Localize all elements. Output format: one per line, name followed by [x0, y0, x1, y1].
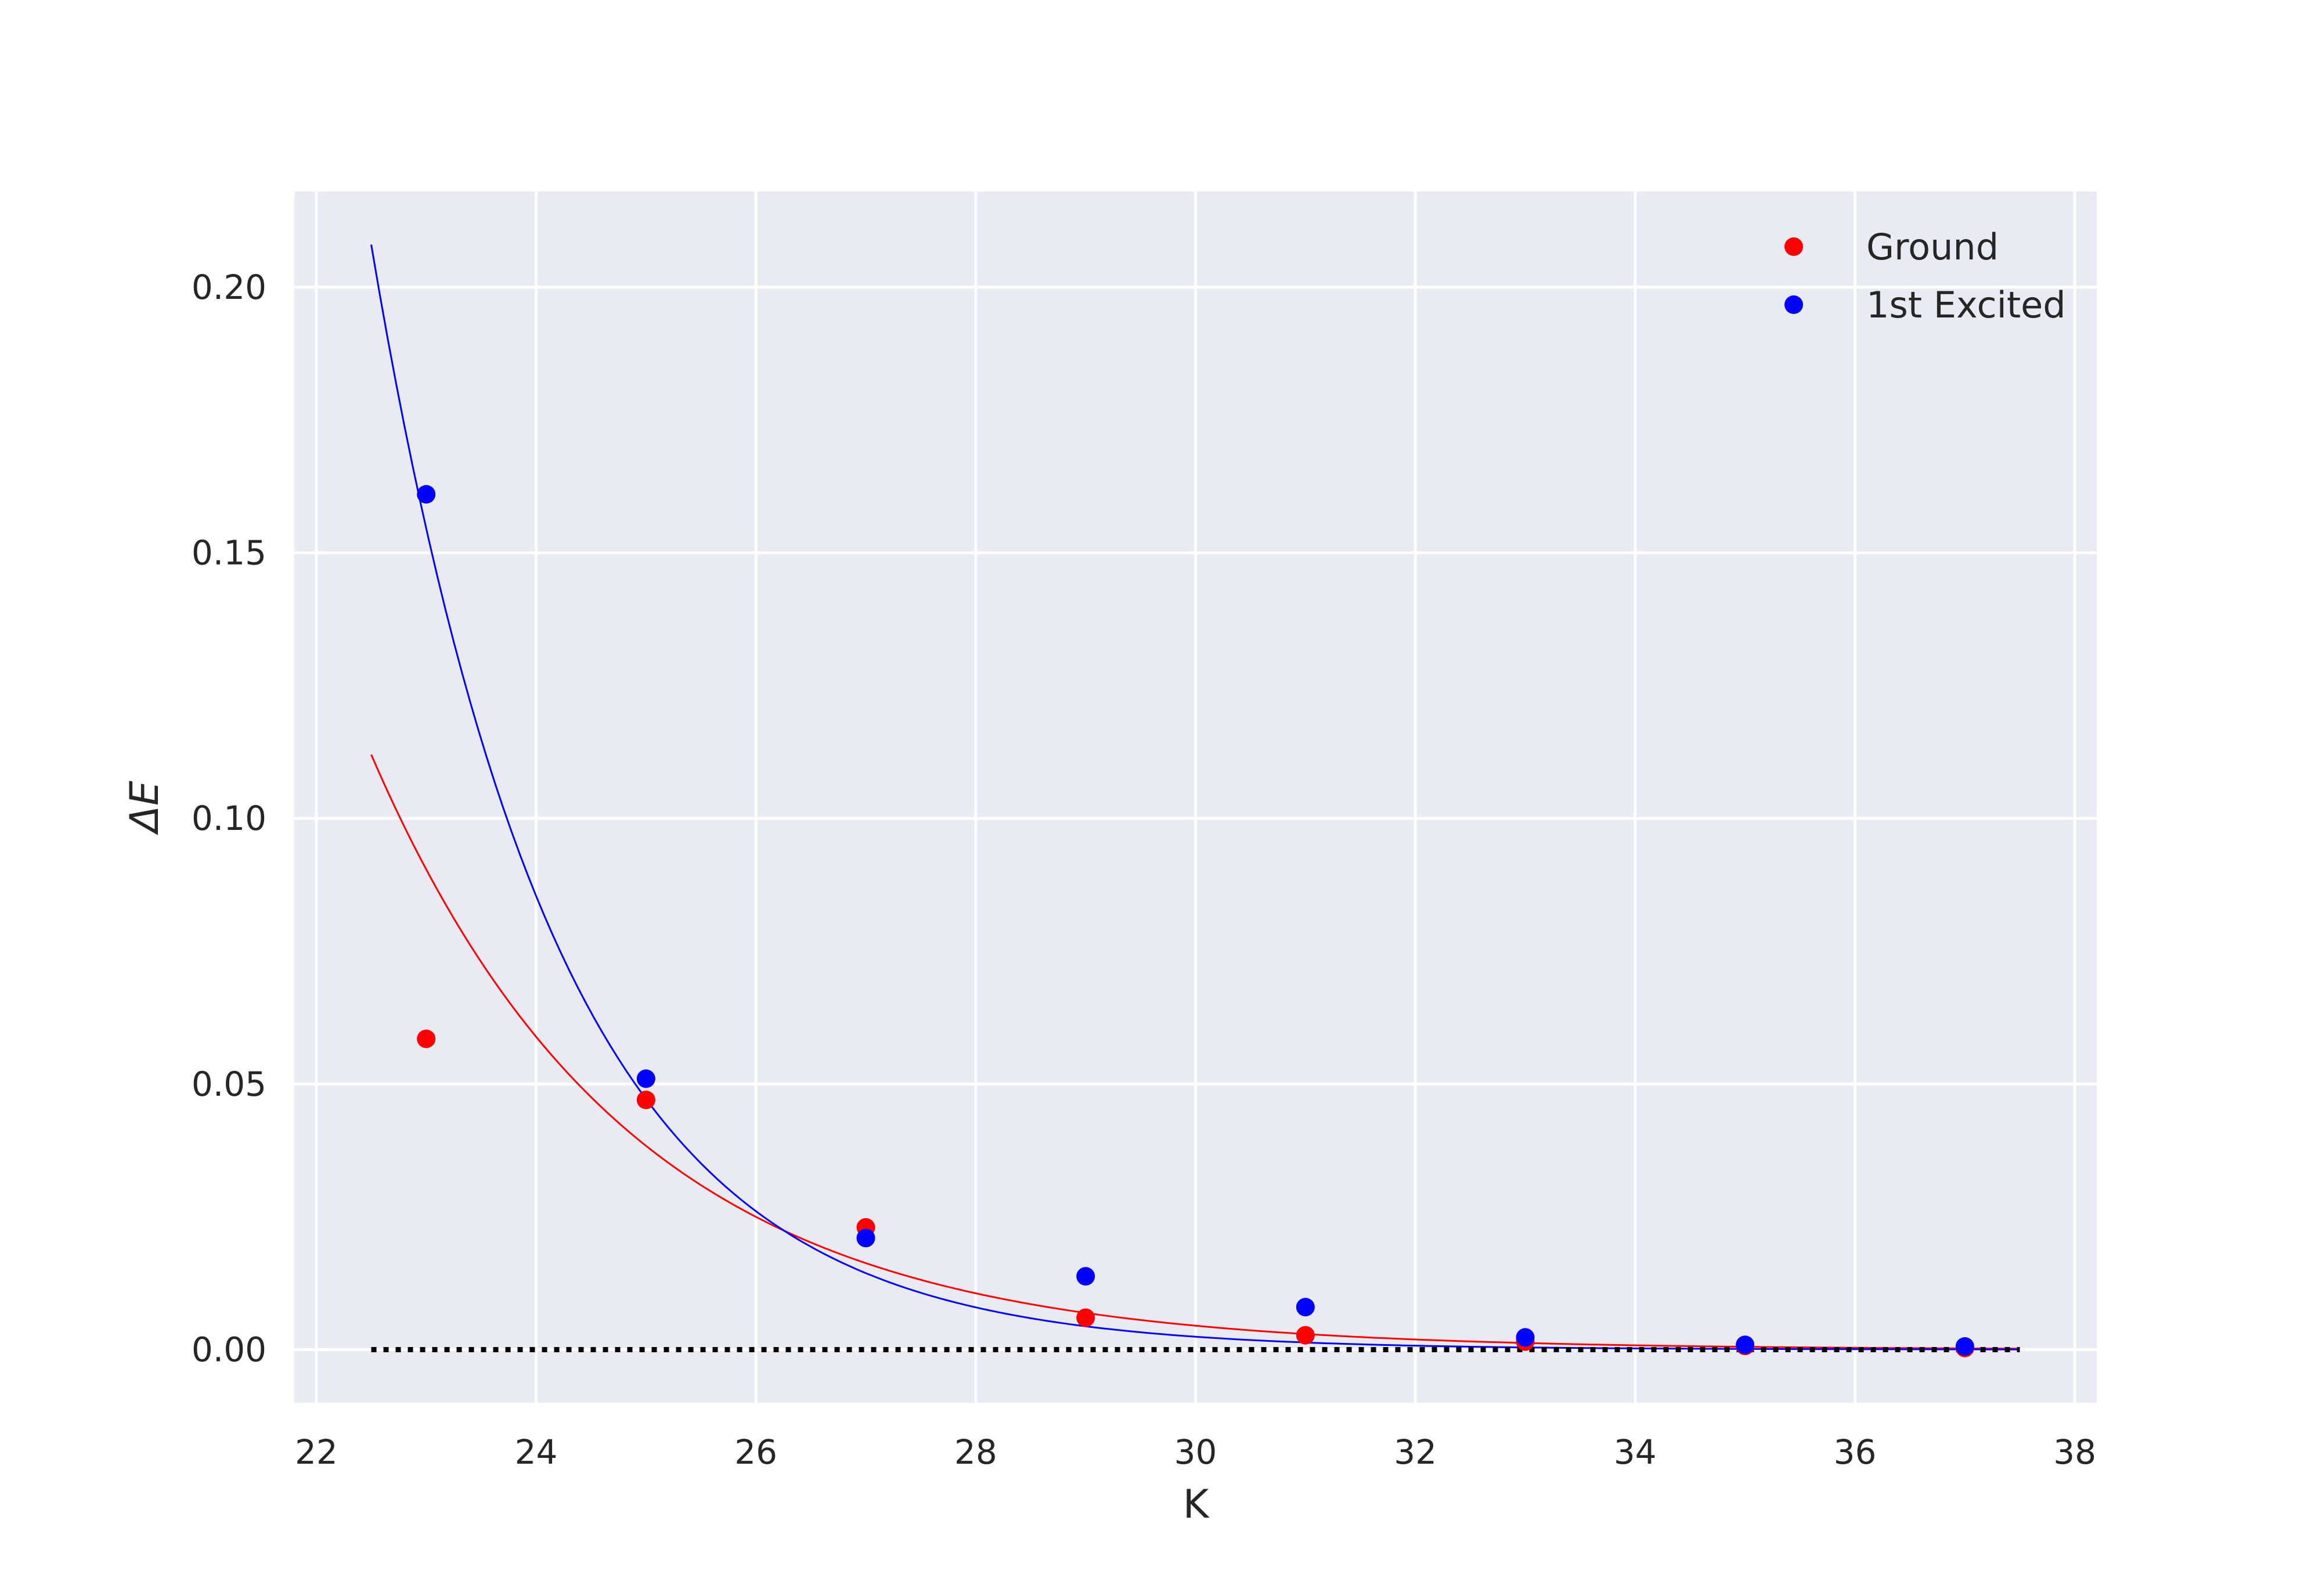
point-series0-1 — [636, 1091, 655, 1110]
point-series1-0 — [417, 485, 436, 504]
point-series1-4 — [1296, 1298, 1315, 1317]
y-tick-label: 0.05 — [192, 1064, 266, 1104]
point-series1-2 — [856, 1229, 875, 1248]
point-series1-5 — [1516, 1328, 1535, 1347]
legend-marker-0 — [1784, 237, 1803, 256]
x-tick-label: 38 — [2053, 1432, 2096, 1472]
legend-label-1: 1st Excited — [1866, 284, 2066, 326]
x-tick-label: 22 — [295, 1432, 338, 1472]
x-tick-label: 28 — [954, 1432, 997, 1472]
x-tick-label: 36 — [1834, 1432, 1877, 1472]
point-series0-3 — [1076, 1308, 1095, 1327]
y-tick-label: 0.20 — [192, 268, 266, 307]
point-series1-7 — [1955, 1337, 1974, 1356]
x-tick-label: 30 — [1174, 1432, 1217, 1472]
point-series1-1 — [636, 1069, 655, 1088]
legend-label-0: Ground — [1866, 226, 1999, 268]
x-tick-labels: 22 24 26 28 30 32 34 36 38 — [295, 1432, 2096, 1472]
data-points — [417, 485, 1974, 1357]
point-series1-3 — [1076, 1267, 1095, 1286]
y-tick-label: 0.00 — [192, 1330, 266, 1369]
x-axis-label: K — [1183, 1482, 1210, 1528]
y-axis-label: ΔE — [122, 781, 168, 836]
x-tick-label: 34 — [1614, 1432, 1657, 1472]
point-series1-6 — [1736, 1335, 1755, 1355]
x-tick-label: 26 — [734, 1432, 777, 1472]
y-tick-label: 0.15 — [192, 533, 266, 572]
x-tick-label: 32 — [1394, 1432, 1437, 1472]
legend-marker-1 — [1784, 295, 1803, 314]
legend: Ground 1st Excited — [1784, 226, 2066, 326]
point-series0-4 — [1296, 1326, 1315, 1345]
y-tick-labels: 0.00 0.05 0.10 0.15 0.20 — [192, 268, 266, 1370]
point-series0-0 — [417, 1029, 436, 1048]
y-tick-label: 0.10 — [192, 799, 266, 838]
x-tick-label: 24 — [515, 1432, 558, 1472]
